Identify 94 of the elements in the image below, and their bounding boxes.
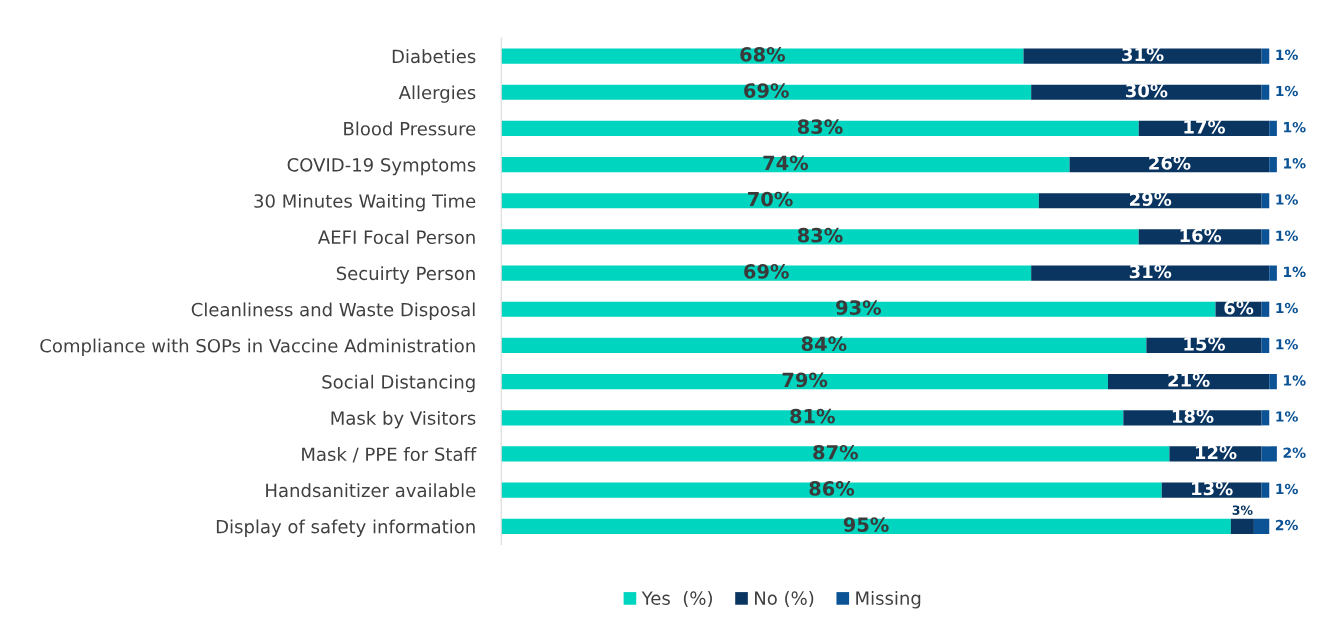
data-label: 31% — [1129, 264, 1172, 279]
bar — [501, 156, 1070, 173]
bar — [501, 301, 1216, 317]
bar — [1261, 337, 1270, 354]
data-label: 74% — [763, 155, 809, 171]
data-label: 1% — [1276, 49, 1298, 61]
legend-label: Missing — [856, 591, 921, 609]
bar — [501, 374, 1108, 390]
data-label: 1% — [1284, 158, 1306, 169]
data-label: 1% — [1276, 483, 1298, 495]
data-label: 81% — [790, 408, 835, 424]
data-label: 1% — [1284, 121, 1306, 133]
y-tick-label: Compliance with SOPs in Vaccine Administration — [40, 338, 475, 357]
data-label: 95% — [843, 517, 889, 532]
bar — [501, 120, 1139, 136]
bar — [1261, 84, 1270, 100]
bar — [1169, 446, 1262, 462]
y-tick-label: Mask by Visitors — [331, 410, 476, 429]
bar — [1038, 193, 1262, 209]
bar — [501, 337, 1147, 354]
data-label: 2% — [1275, 519, 1298, 531]
data-label: 70% — [748, 191, 793, 207]
bar — [1269, 156, 1277, 173]
data-label: 29% — [1130, 192, 1172, 206]
bar — [1138, 229, 1262, 245]
data-label: 1% — [1284, 375, 1306, 386]
bar — [1269, 120, 1277, 136]
data-label: 1% — [1284, 266, 1306, 278]
y-tick-label: Display of safety information — [216, 519, 475, 537]
y-tick-label: AEFI Focal Person — [317, 230, 475, 245]
y-tick-label: Allergies — [398, 85, 476, 103]
bar — [1261, 193, 1270, 209]
data-label: 69% — [744, 264, 789, 279]
y-tick-label: Secuirty Person — [336, 266, 475, 284]
bar — [1261, 482, 1270, 498]
data-label: 15% — [1184, 337, 1226, 351]
y-tick-label: Blood Pressure — [344, 121, 476, 136]
data-label: 83% — [797, 119, 843, 135]
data-label: 79% — [782, 372, 828, 388]
bar — [1261, 301, 1270, 317]
bar — [1023, 48, 1262, 64]
bar — [1031, 84, 1262, 100]
bar — [1261, 48, 1270, 64]
y-tick-label: 30 Minutes Waiting Time — [254, 193, 476, 212]
data-label: 12% — [1195, 445, 1237, 460]
y-tick-label: Cleanliness and Waste Disposal — [191, 302, 475, 320]
bar — [1253, 518, 1270, 534]
bar — [501, 518, 1231, 534]
data-label: 83% — [797, 227, 843, 243]
y-tick-label: Social Distancing — [322, 374, 475, 393]
data-label: 68% — [740, 47, 786, 62]
bar — [1261, 229, 1270, 245]
data-label: 31% — [1122, 47, 1164, 62]
data-label: 69% — [744, 83, 789, 98]
bar — [501, 84, 1032, 100]
data-label: 6% — [1224, 300, 1254, 315]
data-label: 30% — [1125, 83, 1168, 98]
bar — [1269, 374, 1277, 390]
data-label: 21% — [1168, 373, 1210, 387]
bar — [501, 193, 1039, 209]
bar — [1069, 156, 1270, 173]
data-label: 1% — [1276, 338, 1298, 350]
bar — [1269, 265, 1277, 281]
bar — [1230, 518, 1254, 534]
data-label: 18% — [1172, 409, 1214, 424]
y-tick-label: COVID-19 Symptoms — [287, 158, 476, 176]
data-label: 1% — [1276, 302, 1298, 314]
legend-label: No (%) — [755, 591, 814, 608]
data-label: 84% — [801, 336, 847, 352]
bar — [501, 482, 1162, 498]
data-label: 1% — [1276, 230, 1298, 241]
data-label: 13% — [1192, 481, 1233, 496]
data-label: 86% — [809, 481, 855, 496]
bar — [1261, 410, 1270, 426]
data-label: 3% — [1232, 505, 1253, 515]
data-label: 17% — [1184, 119, 1226, 134]
data-label: 93% — [836, 300, 882, 315]
legend-label: Yes (%) — [641, 591, 712, 608]
data-label: 1% — [1276, 194, 1298, 205]
y-tick-label: Handsanitizer available — [266, 483, 476, 498]
y-tick-label: Diabeties — [392, 49, 476, 64]
data-label: 2% — [1283, 447, 1306, 458]
y-tick-label: Mask / PPE for Staff — [302, 447, 477, 463]
bar — [501, 410, 1124, 426]
bar — [1261, 446, 1277, 462]
bar — [501, 48, 1024, 64]
data-label: 87% — [813, 444, 858, 460]
bar — [501, 229, 1139, 245]
bar — [501, 446, 1170, 462]
data-label: 1% — [1276, 411, 1298, 422]
data-label: 16% — [1180, 228, 1222, 243]
data-label: 1% — [1276, 85, 1298, 97]
bar — [501, 265, 1032, 281]
bar — [1031, 265, 1270, 281]
